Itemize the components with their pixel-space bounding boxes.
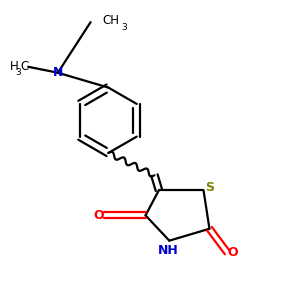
Text: 3: 3 — [122, 23, 128, 32]
Text: C: C — [20, 60, 29, 73]
Text: N: N — [53, 66, 63, 79]
Text: O: O — [227, 246, 238, 259]
Text: 3: 3 — [16, 68, 21, 76]
Text: NH: NH — [158, 244, 178, 256]
Text: CH: CH — [102, 14, 119, 27]
Text: H: H — [10, 60, 19, 73]
Text: S: S — [206, 181, 214, 194]
Text: O: O — [93, 209, 104, 222]
